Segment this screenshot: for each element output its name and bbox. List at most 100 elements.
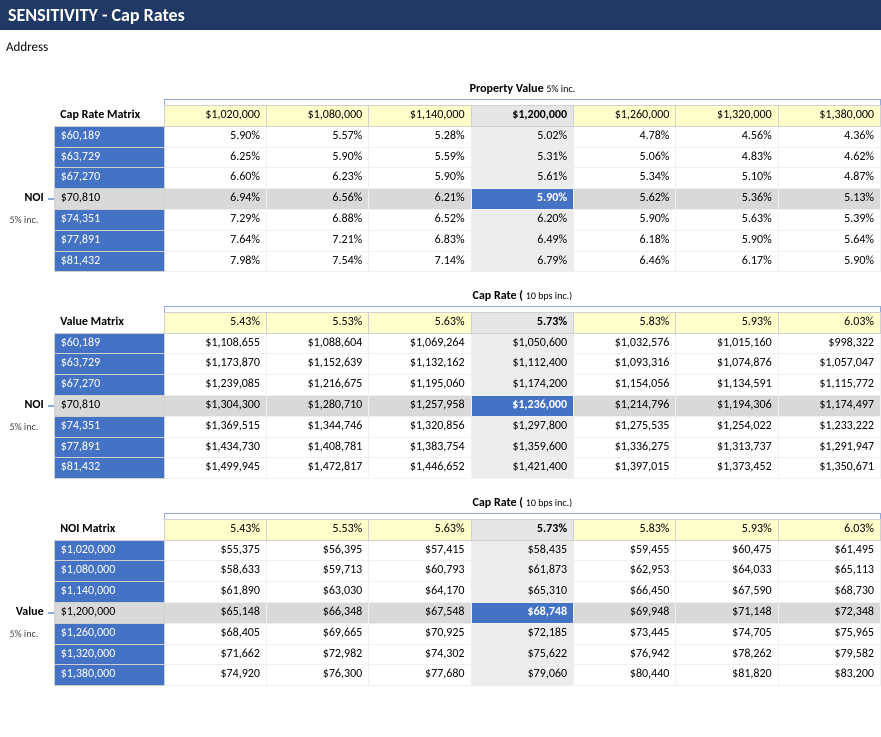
value-matrix-row-header[interactable]: $81,432 [54,458,164,479]
value-matrix-row-header[interactable]: $77,891 [54,437,164,458]
noi-matrix-row-header[interactable]: $1,260,000 [54,623,164,644]
cap-rate-matrix-cell[interactable]: 6.17% [676,251,778,272]
value-matrix-cell[interactable]: $1,280,710 [266,396,368,417]
value-matrix-cell[interactable]: $1,173,870 [164,354,266,375]
noi-matrix-col-header[interactable]: 5.83% [574,519,676,540]
value-matrix-cell[interactable]: $1,174,497 [778,396,880,417]
noi-matrix-cell[interactable]: $64,170 [369,582,471,603]
noi-matrix-cell[interactable]: $79,060 [471,665,574,686]
cap-rate-matrix-cell[interactable]: 6.56% [266,189,368,210]
cap-rate-matrix-row-header[interactable]: $70,810 [54,189,164,210]
cap-rate-matrix-cell[interactable]: 6.23% [266,168,368,189]
cap-rate-matrix-cell[interactable]: 5.06% [574,147,676,168]
cap-rate-matrix-cell[interactable]: 7.54% [266,251,368,272]
noi-matrix-cell[interactable]: $68,405 [164,623,266,644]
value-matrix-col-header[interactable]: 5.53% [266,312,368,333]
cap-rate-matrix-cell[interactable]: 6.49% [471,230,574,251]
noi-matrix-cell[interactable]: $72,348 [778,602,880,623]
cap-rate-matrix-cell[interactable]: 7.21% [266,230,368,251]
cap-rate-matrix-cell[interactable]: 5.28% [369,126,471,147]
noi-matrix-cell[interactable]: $59,713 [266,561,368,582]
cap-rate-matrix-cell[interactable]: 5.90% [778,251,880,272]
noi-matrix-cell[interactable]: $75,622 [471,644,574,665]
cap-rate-matrix-cell[interactable]: 6.60% [164,168,266,189]
value-matrix-cell[interactable]: $1,297,800 [471,416,574,437]
noi-matrix-cell[interactable]: $72,982 [266,644,368,665]
noi-matrix-cell[interactable]: $66,348 [266,602,368,623]
noi-matrix-cell[interactable]: $68,748 [471,602,574,623]
noi-matrix-cell[interactable]: $79,582 [778,644,880,665]
cap-rate-matrix-cell[interactable]: 5.64% [778,230,880,251]
noi-matrix-cell[interactable]: $56,395 [266,540,368,561]
cap-rate-matrix-cell[interactable]: 5.36% [676,189,778,210]
value-matrix-cell[interactable]: $1,069,264 [369,333,471,354]
cap-rate-matrix-cell[interactable]: 6.18% [574,230,676,251]
value-matrix-cell[interactable]: $1,446,652 [369,458,471,479]
value-matrix-cell[interactable]: $1,088,604 [266,333,368,354]
noi-matrix-cell[interactable]: $65,113 [778,561,880,582]
noi-matrix-cell[interactable]: $74,705 [676,623,778,644]
value-matrix-row-header[interactable]: $63,729 [54,354,164,375]
cap-rate-matrix-cell[interactable]: 5.10% [676,168,778,189]
value-matrix-cell[interactable]: $1,373,452 [676,458,778,479]
value-matrix-cell[interactable]: $1,239,085 [164,375,266,396]
noi-matrix-cell[interactable]: $72,185 [471,623,574,644]
noi-matrix-cell[interactable]: $55,375 [164,540,266,561]
value-matrix-cell[interactable]: $1,344,746 [266,416,368,437]
cap-rate-matrix-row-header[interactable]: $60,189 [54,126,164,147]
noi-matrix-cell[interactable]: $60,793 [369,561,471,582]
noi-matrix-cell[interactable]: $63,030 [266,582,368,603]
value-matrix-cell[interactable]: $1,154,056 [574,375,676,396]
cap-rate-matrix-cell[interactable]: 5.59% [369,147,471,168]
cap-rate-matrix-row-header[interactable]: $74,351 [54,209,164,230]
value-matrix-cell[interactable]: $1,254,022 [676,416,778,437]
noi-matrix-cell[interactable]: $67,548 [369,602,471,623]
cap-rate-matrix-cell[interactable]: 5.90% [471,189,574,210]
value-matrix-cell[interactable]: $1,214,796 [574,396,676,417]
cap-rate-matrix-cell[interactable]: 5.90% [266,147,368,168]
noi-matrix-col-header[interactable]: 6.03% [778,519,880,540]
value-matrix-cell[interactable]: $1,350,671 [778,458,880,479]
noi-matrix-cell[interactable]: $58,633 [164,561,266,582]
noi-matrix-col-header[interactable]: 5.73% [471,519,574,540]
noi-matrix-cell[interactable]: $57,415 [369,540,471,561]
noi-matrix-row-header[interactable]: $1,140,000 [54,582,164,603]
cap-rate-matrix-col-header[interactable]: $1,200,000 [471,106,574,127]
noi-matrix-cell[interactable]: $64,033 [676,561,778,582]
value-matrix-cell[interactable]: $1,313,737 [676,437,778,458]
cap-rate-matrix-col-header[interactable]: $1,140,000 [369,106,471,127]
value-matrix-cell[interactable]: $1,320,856 [369,416,471,437]
noi-matrix-cell[interactable]: $68,730 [778,582,880,603]
noi-matrix-cell[interactable]: $70,925 [369,623,471,644]
noi-matrix-cell[interactable]: $81,820 [676,665,778,686]
noi-matrix-cell[interactable]: $78,262 [676,644,778,665]
value-matrix-cell[interactable]: $1,397,015 [574,458,676,479]
value-matrix-cell[interactable]: $1,408,781 [266,437,368,458]
noi-matrix-cell[interactable]: $60,475 [676,540,778,561]
cap-rate-matrix-cell[interactable]: 5.61% [471,168,574,189]
noi-matrix-cell[interactable]: $66,450 [574,582,676,603]
cap-rate-matrix-col-header[interactable]: $1,260,000 [574,106,676,127]
cap-rate-matrix-cell[interactable]: 5.62% [574,189,676,210]
noi-matrix-row-header[interactable]: $1,020,000 [54,540,164,561]
noi-matrix-cell[interactable]: $71,662 [164,644,266,665]
noi-matrix-col-header[interactable]: 5.63% [369,519,471,540]
noi-matrix-cell[interactable]: $65,148 [164,602,266,623]
noi-matrix-cell[interactable]: $58,435 [471,540,574,561]
noi-matrix-cell[interactable]: $73,445 [574,623,676,644]
value-matrix-col-header[interactable]: 5.63% [369,312,471,333]
cap-rate-matrix-cell[interactable]: 6.94% [164,189,266,210]
value-matrix-cell[interactable]: $1,236,000 [471,396,574,417]
cap-rate-matrix-cell[interactable]: 6.20% [471,209,574,230]
value-matrix-cell[interactable]: $1,434,730 [164,437,266,458]
value-matrix-cell[interactable]: $1,369,515 [164,416,266,437]
noi-matrix-row-header[interactable]: $1,200,000 [54,602,164,623]
value-matrix-cell[interactable]: $1,134,591 [676,375,778,396]
cap-rate-matrix-row-header[interactable]: $81,432 [54,251,164,272]
noi-matrix-cell[interactable]: $77,680 [369,665,471,686]
value-matrix-cell[interactable]: $1,359,600 [471,437,574,458]
cap-rate-matrix-cell[interactable]: 5.13% [778,189,880,210]
value-matrix-cell[interactable]: $1,032,576 [574,333,676,354]
cap-rate-matrix-cell[interactable]: 7.98% [164,251,266,272]
noi-matrix-cell[interactable]: $76,942 [574,644,676,665]
